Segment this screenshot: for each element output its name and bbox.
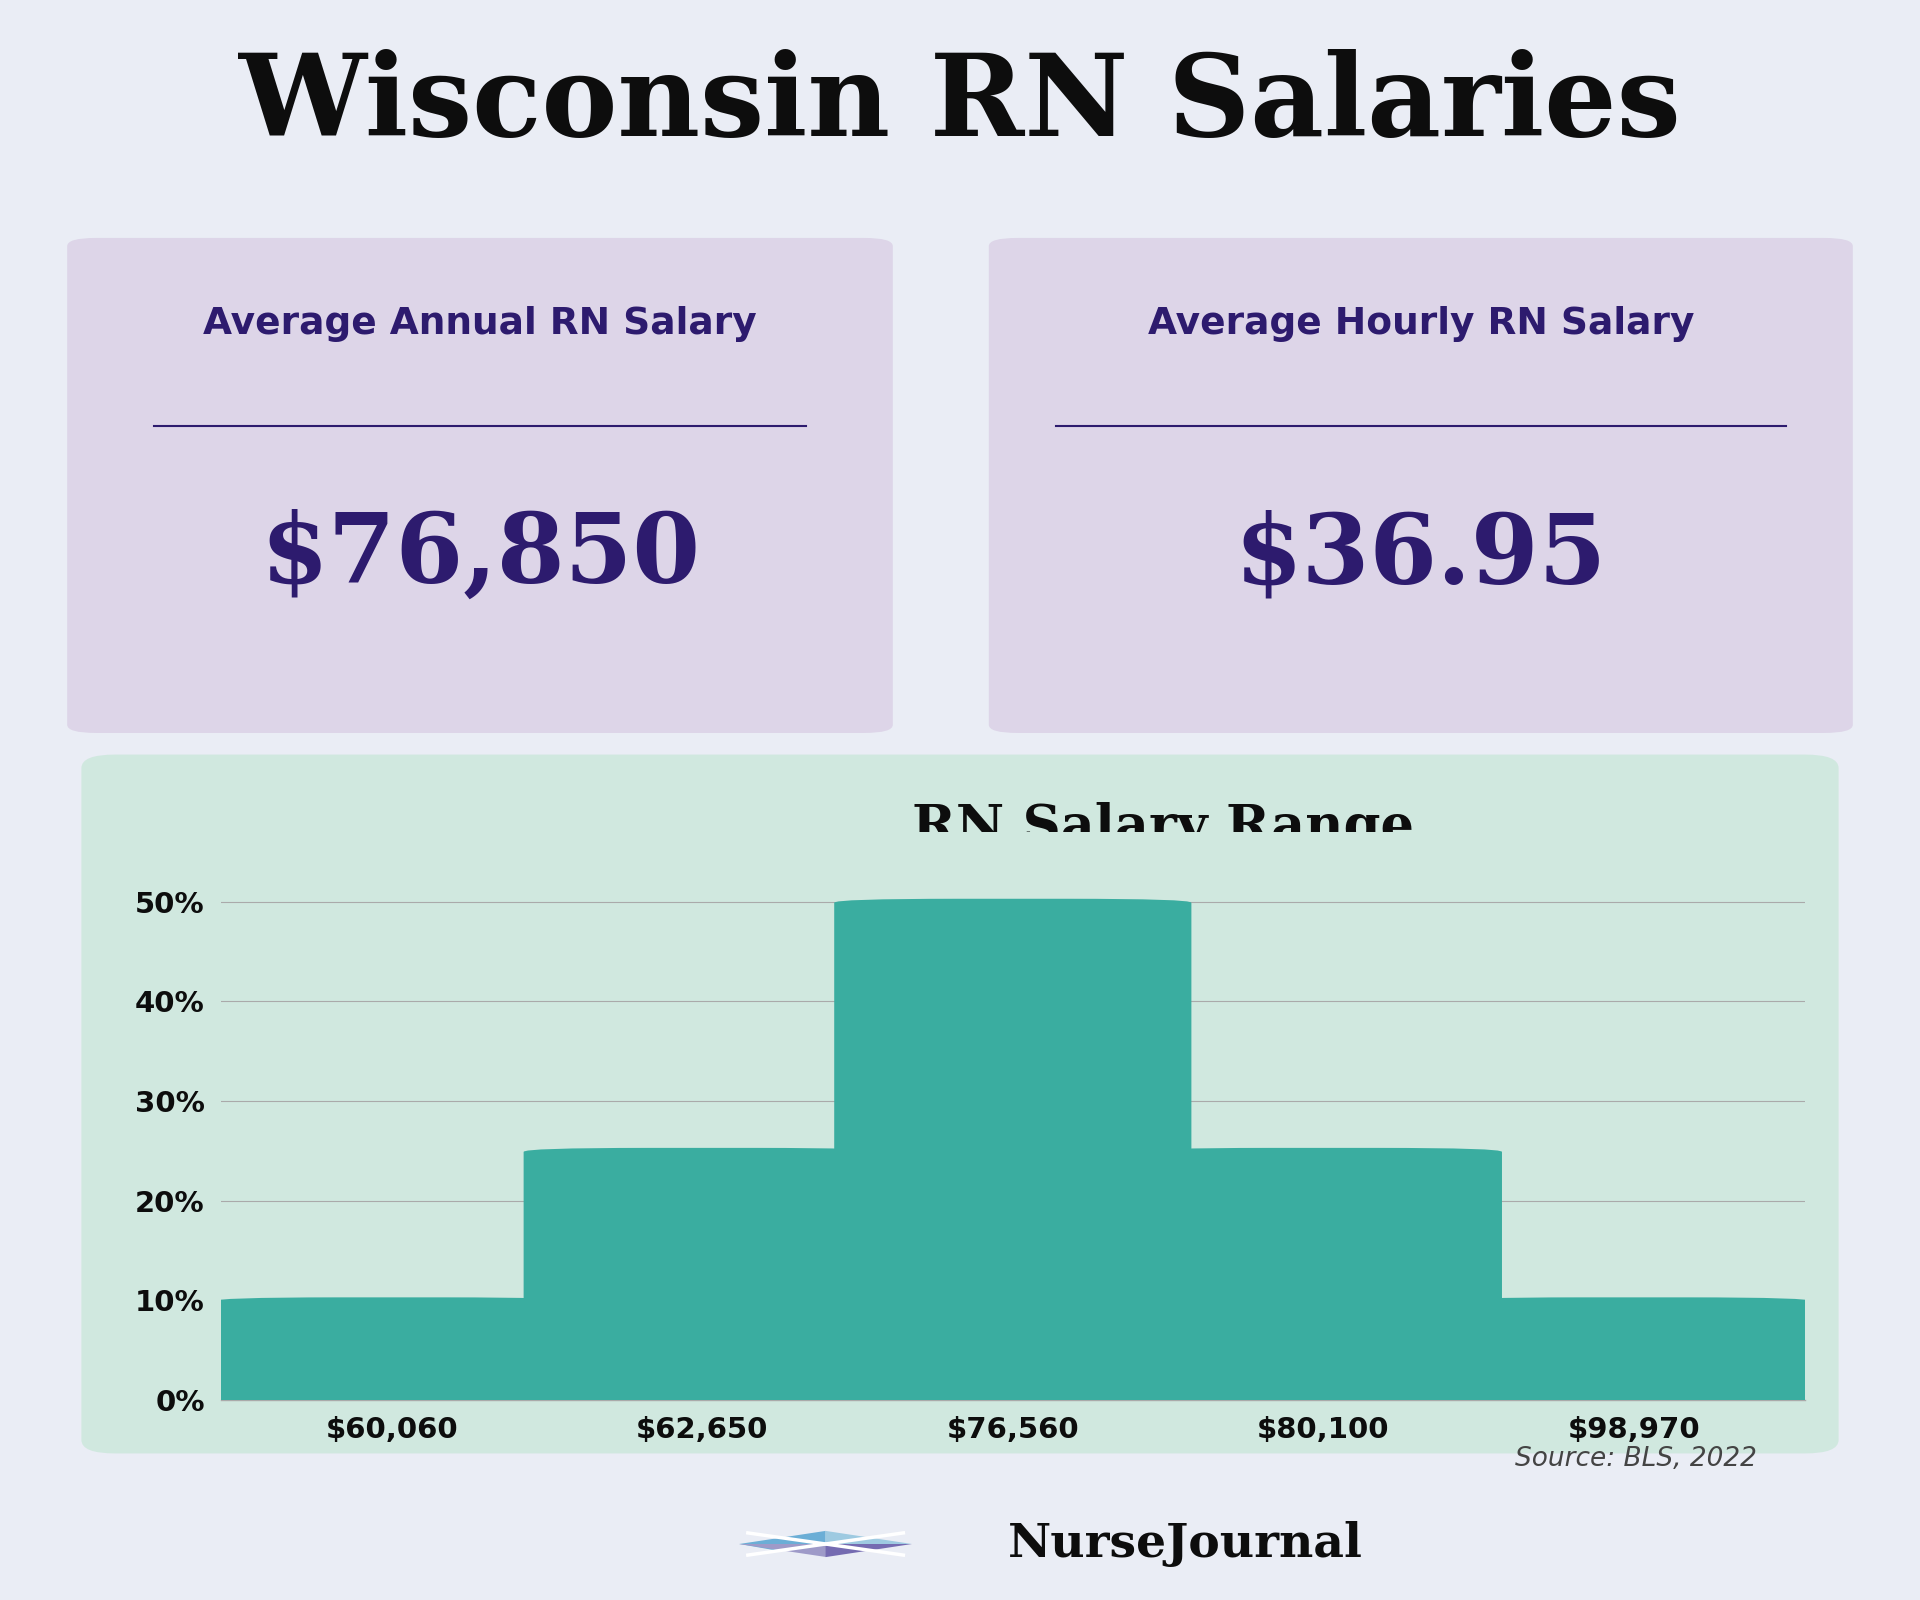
Text: Source: BLS, 2022: Source: BLS, 2022	[1515, 1446, 1757, 1472]
Polygon shape	[826, 1531, 912, 1544]
Text: Wisconsin RN Salaries: Wisconsin RN Salaries	[240, 48, 1680, 160]
FancyBboxPatch shape	[67, 238, 893, 733]
FancyBboxPatch shape	[1144, 1147, 1501, 1403]
Legend: Percentage of RNs: Percentage of RNs	[964, 904, 1361, 958]
Text: $36.95: $36.95	[1235, 509, 1607, 603]
Polygon shape	[826, 1544, 912, 1557]
Text: NurseJournal: NurseJournal	[1008, 1522, 1363, 1566]
FancyBboxPatch shape	[1455, 1298, 1812, 1403]
FancyBboxPatch shape	[989, 238, 1853, 733]
Text: Average Annual RN Salary: Average Annual RN Salary	[204, 306, 756, 342]
Text: RN Salary Range: RN Salary Range	[912, 802, 1413, 854]
FancyBboxPatch shape	[81, 755, 1839, 1453]
FancyBboxPatch shape	[213, 1298, 570, 1403]
Polygon shape	[739, 1544, 826, 1557]
FancyBboxPatch shape	[833, 899, 1192, 1403]
Text: Average Hourly RN Salary: Average Hourly RN Salary	[1148, 306, 1693, 342]
Text: $76,850: $76,850	[259, 509, 701, 603]
Polygon shape	[739, 1531, 826, 1550]
FancyBboxPatch shape	[524, 1147, 881, 1403]
